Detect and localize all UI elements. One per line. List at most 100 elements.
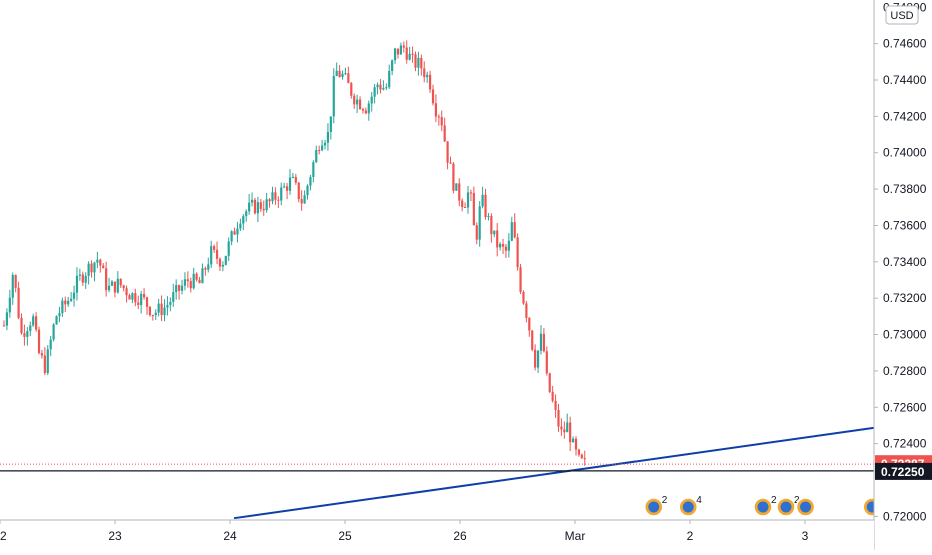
candle-body xyxy=(557,409,560,427)
flag-globe-icon xyxy=(780,501,792,513)
candle xyxy=(137,295,140,310)
candle xyxy=(274,187,277,205)
candle xyxy=(105,261,108,297)
candle xyxy=(466,186,470,214)
candle-body xyxy=(326,131,330,143)
candle-body xyxy=(178,285,181,291)
candle-body xyxy=(408,53,411,60)
candle-body xyxy=(256,202,259,214)
candle-body xyxy=(399,45,402,55)
event-marker[interactable]: 2 xyxy=(753,495,777,517)
candle xyxy=(87,261,90,285)
candle-body xyxy=(370,96,373,104)
candle xyxy=(271,186,274,205)
candle-body xyxy=(230,231,233,242)
candle-body xyxy=(274,192,277,200)
candle-body xyxy=(204,268,207,270)
candle xyxy=(248,193,251,215)
candle-body xyxy=(458,183,461,201)
candle xyxy=(218,257,222,272)
candle xyxy=(496,223,499,257)
candle-body xyxy=(522,291,525,304)
level-price-label: 0.72250 xyxy=(875,462,932,480)
candle xyxy=(253,197,257,215)
candle xyxy=(224,255,227,266)
candle xyxy=(516,233,519,271)
flag-globe-icon xyxy=(757,501,769,513)
candle xyxy=(431,84,435,106)
candle-body xyxy=(455,183,458,191)
candle-body xyxy=(125,288,128,296)
candle xyxy=(148,306,152,317)
candle-body xyxy=(536,350,540,368)
candle-body xyxy=(160,303,163,316)
candle-body xyxy=(105,268,108,291)
candle-body xyxy=(449,162,452,164)
candle xyxy=(391,59,394,76)
candle xyxy=(145,296,149,315)
candle xyxy=(315,145,318,164)
candle-body xyxy=(396,48,400,55)
candle-body xyxy=(245,211,248,217)
event-marker[interactable] xyxy=(795,497,816,517)
candles-layer xyxy=(2,40,586,466)
candle xyxy=(131,292,134,304)
candle xyxy=(157,298,160,317)
candle xyxy=(388,64,391,89)
flag-globe-icon xyxy=(682,501,694,513)
candle-body xyxy=(277,199,280,201)
candle-body xyxy=(262,208,265,211)
candle-body xyxy=(198,279,201,284)
currency-badge[interactable]: USD xyxy=(885,5,919,25)
candle-body xyxy=(280,187,283,201)
candle-body xyxy=(367,103,370,114)
candle xyxy=(455,183,458,191)
candle xyxy=(539,325,543,355)
candle-body xyxy=(49,339,52,350)
candle xyxy=(84,272,87,289)
candle-body xyxy=(490,216,493,235)
candle-body xyxy=(29,325,32,332)
candle xyxy=(478,200,481,247)
candle xyxy=(501,238,505,255)
candle-body xyxy=(393,48,397,61)
trendline[interactable] xyxy=(233,426,879,520)
candle xyxy=(332,68,335,124)
event-marker[interactable]: 2 xyxy=(776,495,800,517)
candle xyxy=(423,61,426,83)
candle-body xyxy=(545,351,548,374)
candle xyxy=(411,46,414,63)
candle xyxy=(472,186,475,226)
candle xyxy=(58,306,61,323)
currency-label: USD xyxy=(890,10,913,22)
candle-body xyxy=(23,333,26,337)
price-tick-label: 0.74600 xyxy=(883,37,927,51)
candle xyxy=(277,196,280,208)
candle xyxy=(426,71,429,83)
candle-body xyxy=(569,422,572,443)
candle xyxy=(542,328,545,353)
candle xyxy=(207,257,210,273)
time-axis[interactable]: 2223242526Mar23 xyxy=(0,519,874,550)
candle-body xyxy=(253,199,257,214)
candle-body xyxy=(166,304,169,308)
event-marker[interactable]: 2 xyxy=(644,495,668,517)
candle-body xyxy=(341,73,344,78)
candle xyxy=(382,80,385,91)
candle-body xyxy=(35,316,38,330)
price-axis[interactable]: 0.74600 0.74400 0.74200 0.74000 0.73800 0.736… xyxy=(873,0,932,550)
candle-body xyxy=(335,70,338,76)
candle-body xyxy=(577,449,581,455)
candle xyxy=(320,139,324,152)
price-tick-label: 0.73000 xyxy=(883,328,927,342)
candle xyxy=(49,335,52,357)
event-marker[interactable]: 4 xyxy=(678,495,702,517)
candle-body xyxy=(195,273,198,280)
candle xyxy=(128,293,131,300)
candle-body xyxy=(493,230,496,235)
price-tick-label: 0.73600 xyxy=(883,218,927,232)
candle xyxy=(125,285,128,303)
candle xyxy=(75,267,79,301)
